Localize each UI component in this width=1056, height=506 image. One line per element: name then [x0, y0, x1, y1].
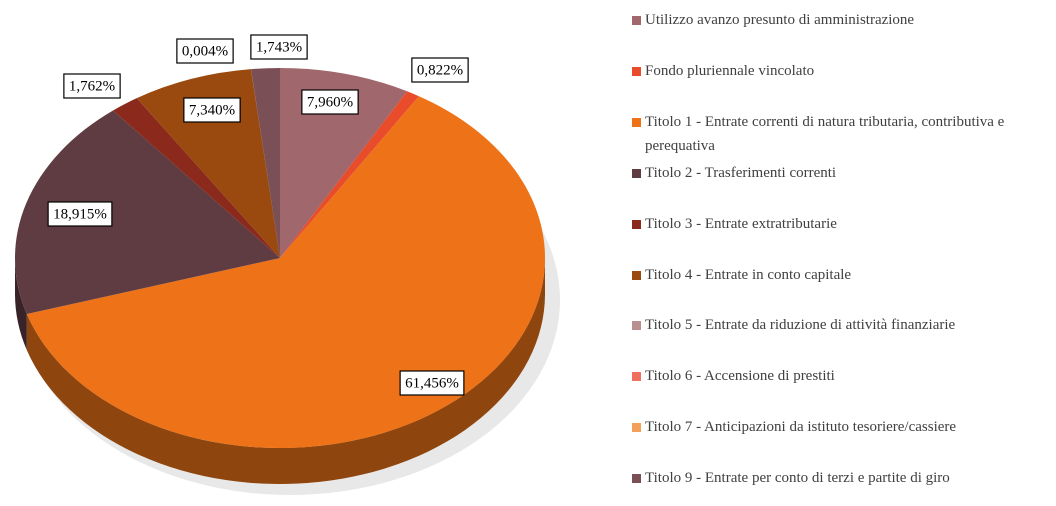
slice	[250, 69, 280, 259]
legend-label: Titolo 7 - Anticipazioni da istituto tes…	[645, 419, 957, 436]
slice	[14, 110, 280, 315]
slice-side	[26, 258, 545, 485]
data-label-text: 7,960%	[307, 94, 353, 110]
slice-side	[15, 258, 27, 351]
data-label-text: 7,340%	[189, 102, 235, 118]
legend-item: Titolo 4 - Entrate in conto capitale	[630, 263, 1050, 287]
data-label-text: 1,762%	[69, 78, 115, 94]
data-label-text: 0,004%	[182, 43, 228, 59]
legend-item: Fondo pluriennale vincolato	[630, 59, 1050, 83]
legend-item: Titolo 6 - Accensione di prestiti	[630, 364, 1050, 388]
legend-label: Titolo 5 - Entrate da riduzione di attiv…	[645, 317, 956, 334]
data-label: 7,340%	[183, 97, 241, 123]
data-label: 7,960%	[301, 89, 359, 115]
legend-swatch	[632, 117, 641, 127]
data-label-box	[47, 201, 113, 227]
legend-item: Titolo 7 - Anticipazioni da istituto tes…	[630, 415, 1050, 439]
data-label: 1,743%	[250, 34, 308, 60]
data-label-text: 0,822%	[417, 62, 463, 78]
data-label-box	[63, 73, 121, 99]
data-label-box	[176, 38, 234, 64]
legend-swatch	[632, 474, 641, 484]
chart: 7,960% 0,822% 61,456% 18,915% 1,762% 7,340% 0,…	[14, 34, 560, 495]
legend-label: Titolo 9 - Entrate per conto di terzi e …	[645, 470, 950, 487]
legend-label: Titolo 6 - Accensione di prestiti	[645, 368, 835, 385]
legend-swatch	[632, 423, 641, 433]
slice	[26, 96, 545, 448]
legend-item: Utilizzo avanzo presunto di amministrazi…	[630, 8, 1050, 32]
legend-swatch	[632, 321, 641, 331]
legend-label: Titolo 3 - Entrate extratributarie	[645, 215, 837, 232]
slice	[113, 98, 280, 258]
legend-item: Titolo 1 - Entrate correnti di natura tr…	[630, 110, 1050, 158]
legend-label: Utilizzo avanzo presunto di amministrazi…	[645, 12, 915, 28]
legend-swatch	[632, 219, 641, 229]
legend-label: Titolo 2 - Trasferimenti correnti	[645, 164, 837, 181]
data-label: 61,456%	[399, 370, 465, 396]
legend-swatch	[632, 66, 641, 76]
slice	[280, 68, 408, 258]
data-label-box	[399, 370, 465, 396]
data-label-box	[250, 34, 308, 60]
legend-swatch	[632, 270, 641, 280]
legend-label: Titolo 1 - Entrate correnti di natura tr…	[645, 113, 1005, 154]
legend-label: Fondo pluriennale vincolato	[645, 62, 815, 79]
slice	[136, 69, 280, 258]
data-label: 1,762%	[63, 73, 121, 99]
legend: Utilizzo avanzo presunto di amministrazi…	[630, 0, 1050, 506]
data-label-text: 18,915%	[53, 206, 107, 222]
legend-swatch	[632, 372, 641, 382]
data-label: 18,915%	[47, 201, 113, 227]
data-label-box	[411, 57, 469, 83]
legend-item: Titolo 9 - Entrate per conto di terzi e …	[630, 466, 1050, 490]
legend-item: Titolo 5 - Entrate da riduzione di attiv…	[630, 313, 1050, 337]
legend-item: Titolo 2 - Trasferimenti correnti	[630, 161, 1050, 185]
data-label: 0,004%	[176, 38, 234, 64]
legend-item: Titolo 3 - Entrate extratributarie	[630, 212, 1050, 236]
legend-swatch	[632, 16, 641, 25]
data-label: 0,822%	[411, 57, 469, 83]
data-label-box	[301, 89, 359, 115]
data-label-text: 1,743%	[256, 39, 302, 55]
slice	[280, 91, 419, 258]
data-label-text: 61,456%	[405, 375, 459, 391]
slice	[251, 68, 280, 258]
data-label-box	[183, 97, 241, 123]
legend-swatch	[632, 168, 641, 178]
legend-label: Titolo 4 - Entrate in conto capitale	[645, 266, 852, 283]
